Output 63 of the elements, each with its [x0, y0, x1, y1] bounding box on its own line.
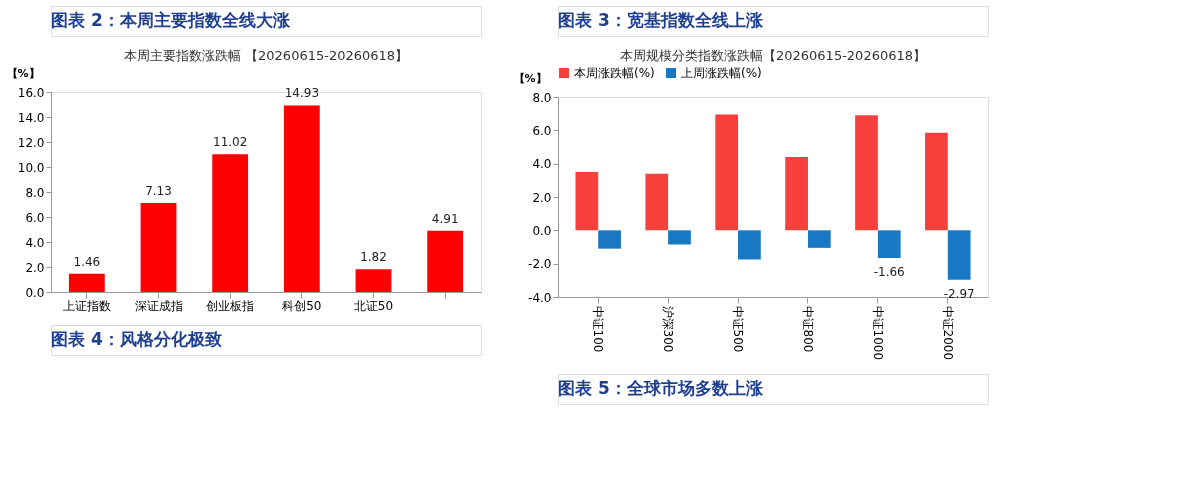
x-tick-label: 上证指数: [62, 298, 111, 313]
x-tick-label: 中证1000: [870, 305, 885, 361]
y-axis-title: 【%】: [6, 66, 40, 80]
bar: [645, 173, 669, 231]
y-tick-label: -2.0: [528, 257, 552, 272]
data-label: -2.97: [943, 286, 975, 301]
y-tick-label: 16.0: [17, 85, 45, 100]
x-tick-label: 中证500: [731, 305, 746, 353]
legend-label: 上周涨跌幅(%): [681, 66, 762, 80]
data-label: 14.93: [284, 86, 320, 101]
bar: [668, 230, 691, 245]
data-label: 7.13: [145, 183, 172, 198]
bar: [283, 105, 320, 292]
x-tick-label: 沪深300: [661, 305, 676, 353]
x-tick-label: 中证100: [591, 305, 606, 353]
data-label: 4.91: [431, 211, 459, 226]
bar: [355, 269, 392, 292]
bar: [855, 115, 878, 231]
y-tick-label: 4.0: [532, 157, 552, 172]
chart-title: 本周主要指数涨跌幅 【20260615-20260618】: [123, 48, 409, 63]
y-tick-label: -4.0: [528, 290, 552, 305]
x-tick-label: 深证成指: [134, 298, 183, 313]
chart-title: 本周规模分类指数涨跌幅【20260615-20260618】: [619, 48, 927, 63]
bar: [947, 230, 971, 280]
x-tick-label: 中证2000: [940, 305, 955, 361]
bar: [877, 230, 901, 258]
bar: [785, 157, 808, 231]
bar: [738, 230, 761, 260]
y-tick-label: 8.0: [25, 185, 45, 200]
x-tick-label: 创业板指: [206, 298, 255, 313]
bar: [68, 273, 105, 292]
bar: [807, 230, 831, 248]
y-axis-title: 【%】: [513, 71, 547, 85]
bar: [598, 230, 621, 249]
text: 图表 4：风格分化极致: [51, 329, 222, 349]
data-label: 11.02: [212, 135, 248, 150]
bar: [575, 172, 599, 231]
x-tick-label: 科创50: [282, 298, 322, 313]
x-tick-label: 中证800: [800, 305, 815, 353]
bar: [427, 230, 464, 292]
y-tick-label: 14.0: [17, 110, 45, 125]
y-tick-label: 6.0: [532, 123, 552, 138]
x-tick-label: 北证50: [353, 298, 394, 313]
data-label: -1.66: [873, 265, 905, 279]
bar: [715, 114, 739, 231]
y-tick-label: 8.0: [532, 90, 552, 105]
y-tick-label: 4.0: [25, 235, 45, 250]
data-label: 1.46: [73, 254, 101, 269]
legend-label: 本周涨跌幅(%): [574, 66, 655, 80]
bar: [212, 154, 249, 292]
bar: [925, 132, 948, 231]
text: 图表 3：宽基指数全线上涨: [558, 10, 764, 30]
text: 图表 5：全球市场多数上涨: [558, 378, 764, 398]
y-tick-label: 10.0: [17, 160, 45, 175]
y-tick-label: 2.0: [532, 190, 552, 205]
text: 图表 2：本周主要指数全线大涨: [51, 10, 291, 30]
bar: [140, 202, 177, 292]
y-tick-label: 0.0: [532, 223, 552, 238]
y-tick-label: 2.0: [25, 260, 45, 275]
y-tick-label: 6.0: [25, 210, 45, 225]
data-label: 1.82: [360, 250, 387, 265]
y-tick-label: 12.0: [17, 135, 45, 150]
y-tick-label: 0.0: [25, 285, 45, 300]
